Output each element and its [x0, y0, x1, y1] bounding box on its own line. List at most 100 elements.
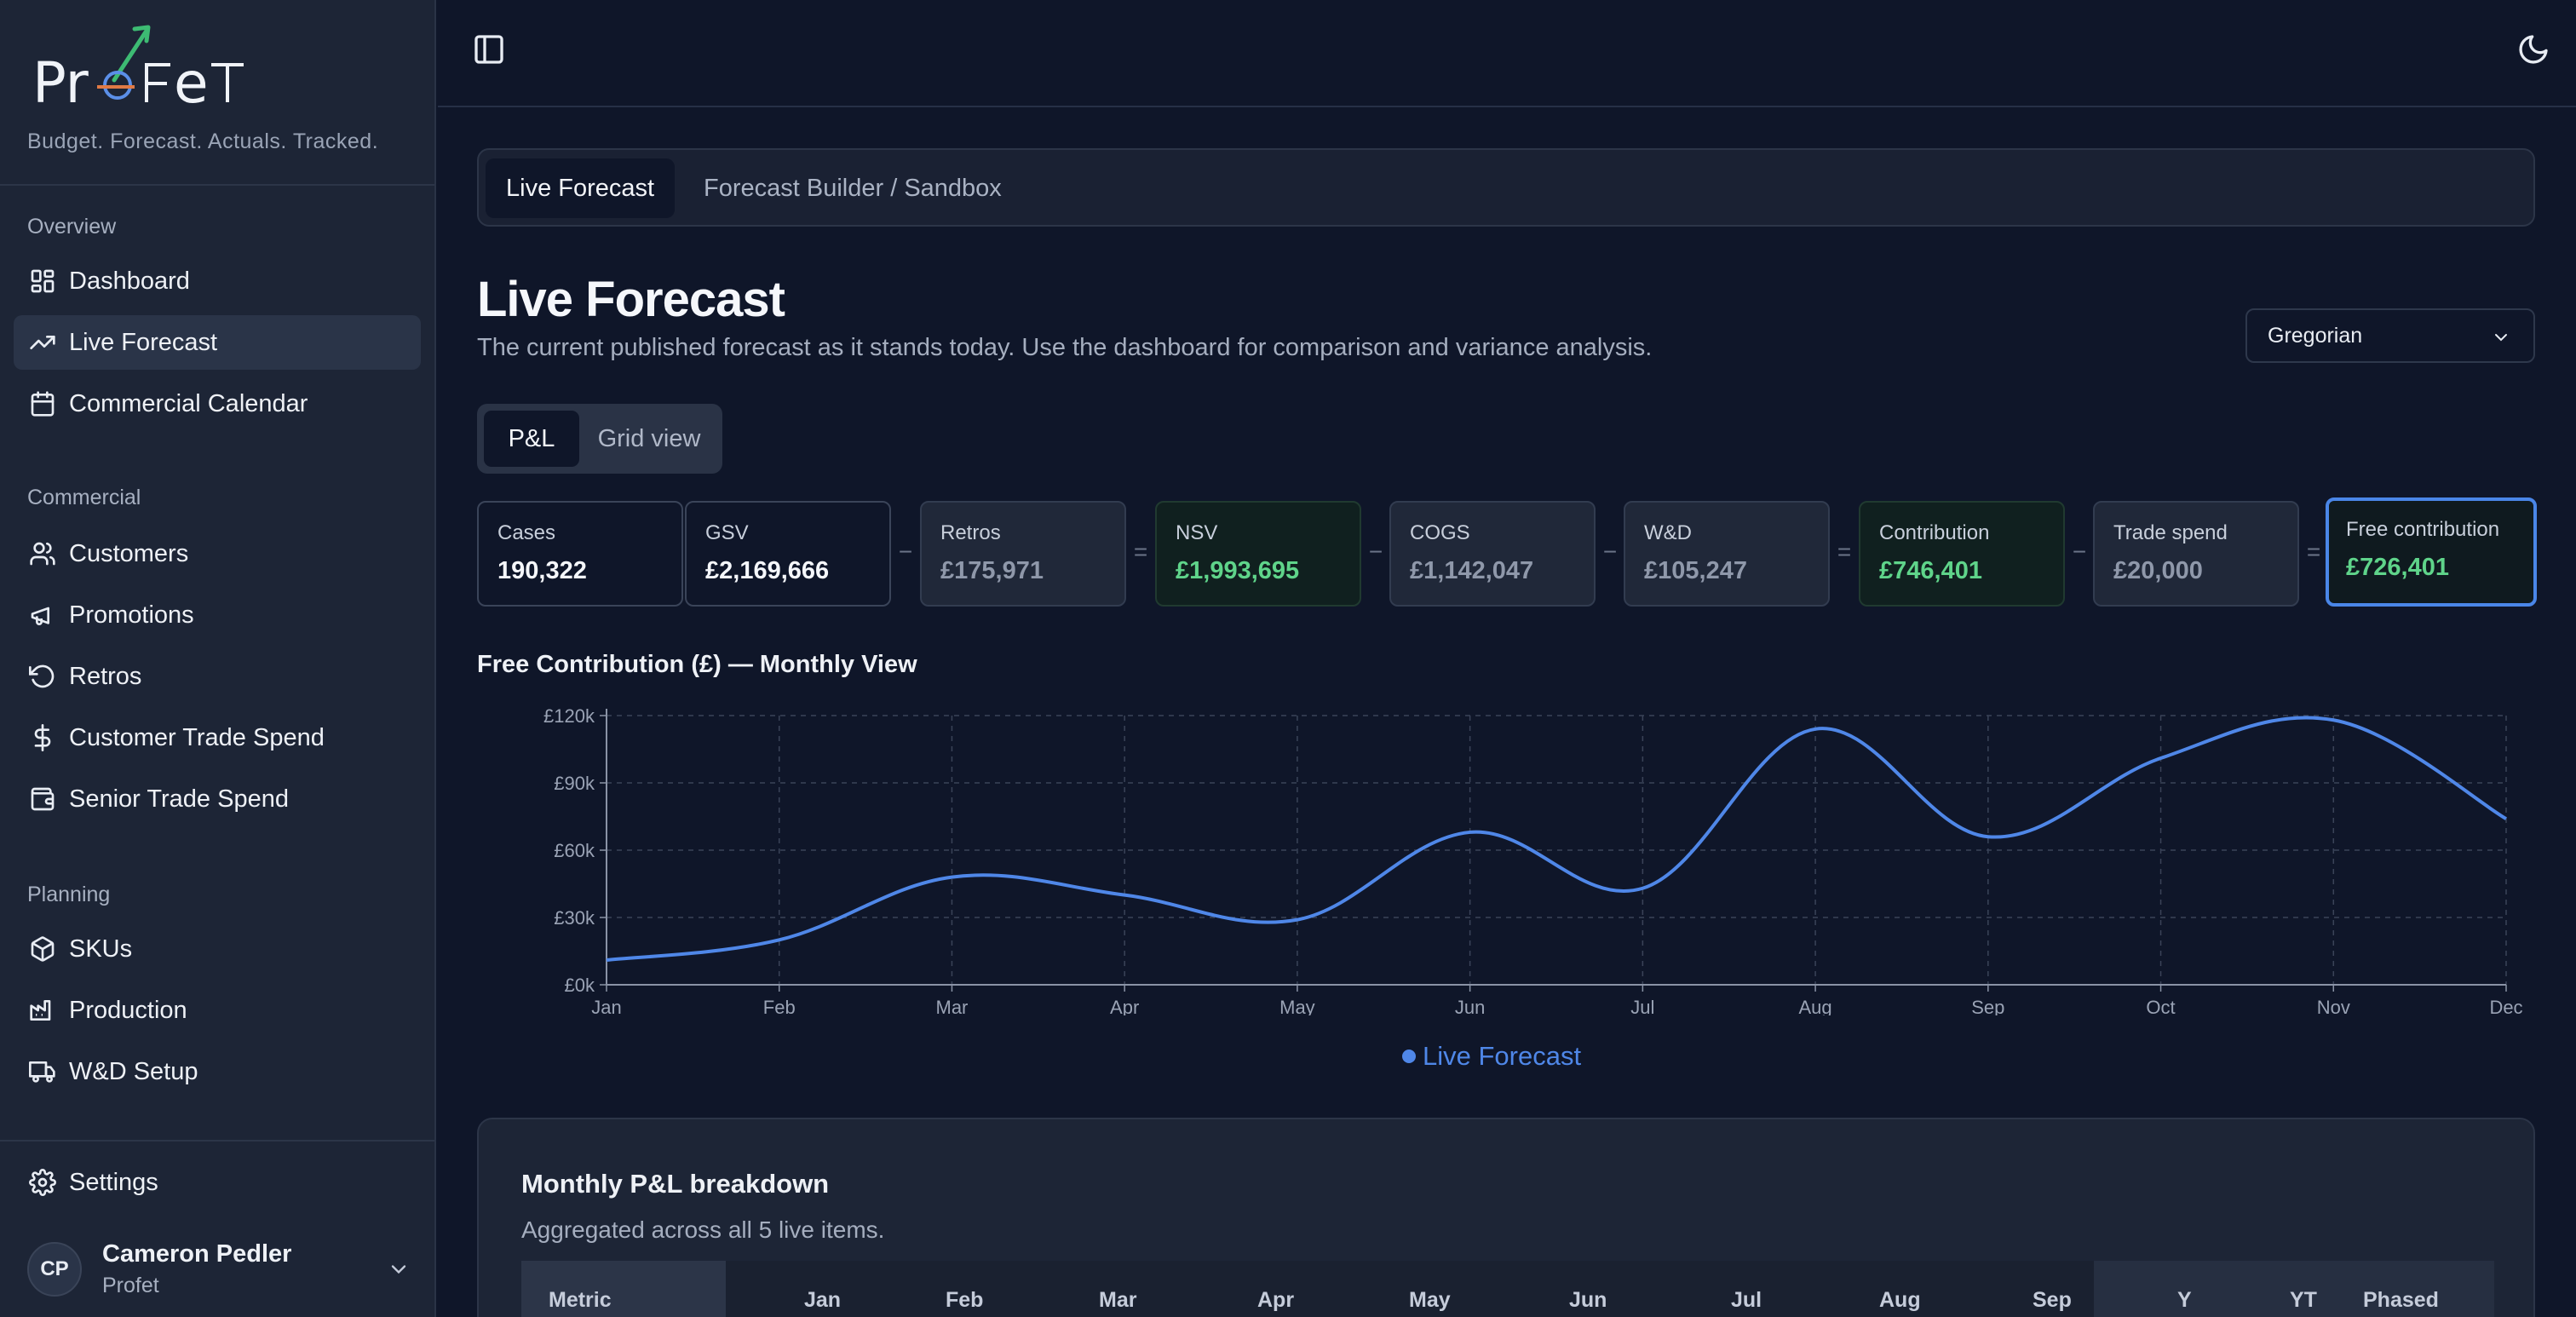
column-header-metric[interactable]: Metric [549, 1288, 612, 1312]
free-contribution-chart: £0k £30k £60k £90k £120k Jan Feb Mar Apr May Jun Ju… [543, 705, 2523, 1015]
sidebar-divider [0, 184, 434, 186]
sidebar-item-label: Customers [69, 539, 189, 567]
kpi-card-nsv: NSV £1,993,695 [1155, 501, 1361, 607]
sidebar-item-retros[interactable]: Retros [14, 649, 421, 704]
kpi-value: £1,993,695 [1176, 557, 1300, 584]
operator-minus: − [1368, 538, 1383, 565]
kpi-label: W&D [1644, 521, 1692, 544]
trending-up-icon [30, 336, 55, 349]
kpi-value: £175,971 [940, 557, 1044, 584]
sidebar-item-commercial-calendar[interactable]: Commercial Calendar [14, 377, 421, 431]
sidebar-item-label: Customer Trade Spend [69, 723, 325, 751]
package-icon [31, 936, 55, 962]
calendar-select[interactable]: Gregorian [2245, 308, 2535, 363]
column-header-apr[interactable]: Apr [1257, 1288, 1295, 1312]
top-bar [438, 0, 2576, 107]
pl-table-header: Metric Jan Feb Mar Apr May Jun Jul Aug S… [521, 1261, 2494, 1317]
pl-title: Monthly P&L breakdown [521, 1169, 830, 1199]
x-tick-label: Nov [2317, 997, 2350, 1015]
chart-legend[interactable]: Live Forecast [1402, 1041, 1581, 1072]
kpi-label: Contribution [1879, 521, 1990, 544]
pl-breakdown-card: Monthly P&L breakdown Aggregated across … [477, 1118, 2535, 1317]
dashboard-icon [31, 269, 55, 293]
sidebar-item-label: Commercial Calendar [69, 389, 308, 417]
column-header-phased[interactable]: Phased [2363, 1288, 2439, 1312]
column-header-sep[interactable]: Sep [2033, 1288, 2072, 1312]
y-tick-label: £30k [554, 907, 595, 929]
tab-live-forecast[interactable]: Live Forecast [486, 158, 676, 218]
kpi-label: Cases [497, 521, 556, 544]
x-tick-label: Jul [1630, 997, 1654, 1015]
sidebar-item-live-forecast[interactable]: Live Forecast [14, 315, 421, 370]
column-header-mar[interactable]: Mar [1099, 1288, 1137, 1312]
sidebar-item-senior-trade-spend[interactable]: Senior Trade Spend [14, 772, 421, 826]
column-header-jan[interactable]: Jan [804, 1288, 842, 1312]
svg-text:e: e [174, 50, 209, 114]
forecast-tabs: Live Forecast Forecast Builder / Sandbox [477, 148, 2535, 227]
kpi-value: £746,401 [1879, 557, 1982, 584]
sidebar-toggle-icon[interactable] [472, 32, 506, 66]
sidebar-item-settings[interactable]: Settings [14, 1155, 421, 1210]
x-tick-label: Dec [2489, 997, 2522, 1015]
sidebar-item-production[interactable]: Production [14, 983, 421, 1038]
metric-header-cell [521, 1261, 726, 1317]
sidebar-item-customers[interactable]: Customers [14, 526, 421, 581]
sidebar-item-promotions[interactable]: Promotions [14, 588, 421, 642]
dollar-icon [34, 724, 51, 751]
sidebar: Pr e Budget. Forecast. Actuals. Tracked.… [0, 0, 436, 1317]
kpi-card-cogs: COGS £1,142,047 [1389, 501, 1596, 607]
user-org: Profet [102, 1274, 159, 1297]
sidebar-item-dashboard[interactable]: Dashboard [14, 254, 421, 308]
sidebar-item-label: Promotions [69, 601, 194, 629]
chevron-down-icon [391, 1265, 406, 1274]
column-header-feb[interactable]: Feb [946, 1288, 984, 1312]
column-header-may[interactable]: May [1409, 1288, 1451, 1312]
kpi-label: GSV [705, 521, 749, 544]
sidebar-section-overview: Overview [27, 215, 117, 239]
wallet-icon [31, 787, 55, 811]
kpi-card-free-contribution: Free contribution £726,401 [2326, 497, 2537, 607]
sidebar-item-label: W&D Setup [69, 1057, 198, 1085]
users-icon [30, 542, 55, 566]
operator-equals: = [1837, 538, 1852, 565]
tab-forecast-builder[interactable]: Forecast Builder / Sandbox [704, 174, 1002, 202]
kpi-label: Retros [940, 521, 1001, 544]
megaphone-icon [31, 607, 49, 625]
user-menu[interactable]: CP Cameron Pedler Profet [27, 1239, 411, 1300]
y-tick-label: £0k [565, 975, 595, 996]
legend-dot [1402, 1050, 1416, 1063]
x-tick-label: Mar [936, 997, 969, 1015]
moon-icon[interactable] [2516, 32, 2550, 66]
sidebar-item-label: Dashboard [69, 267, 190, 295]
ytd-header-cell [2094, 1261, 2494, 1317]
kpi-card-trade-spend: Trade spend £20,000 [2093, 501, 2299, 607]
sidebar-item-customer-trade-spend[interactable]: Customer Trade Spend [14, 710, 421, 765]
y-tick-label: £90k [554, 773, 595, 794]
y-tick-label: £60k [554, 840, 595, 861]
sidebar-divider [0, 1140, 434, 1142]
column-header-jul[interactable]: Jul [1731, 1288, 1762, 1312]
sidebar-item-label: Senior Trade Spend [69, 785, 289, 813]
column-header-jun[interactable]: Jun [1569, 1288, 1607, 1312]
gear-icon [29, 1169, 56, 1196]
operator-equals: = [2306, 538, 2321, 565]
x-tick-label: Feb [763, 997, 796, 1015]
chart-title: Free Contribution (£) — Monthly View [477, 651, 917, 678]
sidebar-item-wd-setup[interactable]: W&D Setup [14, 1044, 421, 1099]
toggle-grid-view[interactable]: Grid view [597, 424, 701, 452]
x-tick-label: Oct [2146, 997, 2175, 1015]
kpi-label: NSV [1176, 521, 1218, 544]
toggle-pl[interactable]: P&L [484, 411, 579, 467]
pl-subtitle: Aggregated across all 5 live items. [521, 1216, 885, 1243]
profet-logo[interactable]: Pr e [29, 20, 250, 116]
x-tick-label: Jun [1455, 997, 1485, 1015]
user-name: Cameron Pedler [102, 1240, 292, 1268]
column-header-aug[interactable]: Aug [1879, 1288, 1921, 1312]
column-header-yt[interactable]: YT [2290, 1288, 2317, 1312]
sidebar-item-skus[interactable]: SKUs [14, 922, 421, 976]
column-header-y[interactable]: Y [2177, 1288, 2192, 1312]
legend-label: Live Forecast [1423, 1041, 1582, 1071]
kpi-value: £1,142,047 [1410, 557, 1534, 584]
factory-icon [30, 1000, 51, 1021]
x-tick-label: May [1279, 997, 1315, 1015]
